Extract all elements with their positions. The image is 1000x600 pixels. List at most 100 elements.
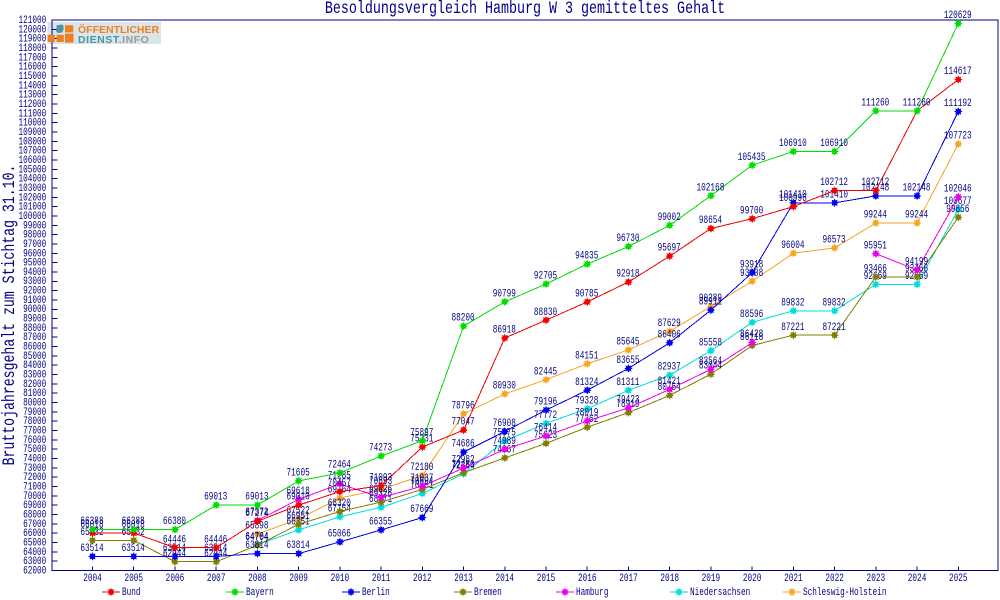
svg-text:72180: 72180	[410, 461, 433, 474]
svg-text:119000: 119000	[18, 33, 46, 46]
svg-text:Bremen: Bremen	[474, 586, 502, 599]
svg-text:94199: 94199	[905, 256, 928, 269]
svg-text:100996: 100996	[779, 192, 807, 205]
svg-text:2009: 2009	[289, 572, 308, 585]
svg-text:112000: 112000	[18, 98, 46, 111]
svg-text:87221: 87221	[781, 321, 805, 334]
svg-text:Hamburg: Hamburg	[576, 586, 608, 599]
svg-text:DIENST.INFO: DIENST.INFO	[78, 34, 149, 46]
svg-text:2005: 2005	[124, 572, 143, 585]
svg-text:66951: 66951	[287, 510, 311, 523]
svg-text:82000: 82000	[23, 378, 46, 391]
svg-text:Niedersachsen: Niedersachsen	[690, 586, 750, 599]
svg-text:2015: 2015	[537, 572, 556, 585]
svg-text:63814: 63814	[287, 539, 311, 552]
svg-text:64704: 64704	[245, 531, 269, 544]
svg-text:90000: 90000	[23, 303, 46, 316]
svg-text:82937: 82937	[658, 361, 681, 374]
svg-text:69013: 69013	[204, 491, 227, 504]
svg-text:99244: 99244	[905, 208, 929, 221]
svg-text:107723: 107723	[944, 129, 972, 142]
svg-text:86118: 86118	[740, 331, 763, 344]
svg-text:80930: 80930	[493, 379, 516, 392]
svg-text:88000: 88000	[23, 322, 46, 335]
svg-text:81000: 81000	[23, 387, 46, 400]
svg-text:104000: 104000	[18, 172, 46, 185]
svg-text:99856: 99856	[946, 203, 969, 216]
svg-text:81421: 81421	[658, 375, 682, 388]
svg-text:Bund: Bund	[122, 586, 141, 599]
svg-text:86000: 86000	[23, 340, 46, 353]
svg-text:84000: 84000	[23, 359, 46, 372]
svg-text:77000: 77000	[23, 424, 46, 437]
svg-text:89832: 89832	[781, 296, 804, 309]
svg-text:96573: 96573	[823, 233, 846, 246]
svg-text:120000: 120000	[18, 23, 46, 36]
svg-text:83655: 83655	[616, 354, 639, 367]
svg-text:69010: 69010	[287, 491, 310, 504]
svg-text:106910: 106910	[779, 137, 807, 150]
svg-text:102168: 102168	[697, 181, 725, 194]
svg-text:80000: 80000	[23, 396, 46, 409]
svg-text:86918: 86918	[493, 323, 516, 336]
svg-text:88200: 88200	[451, 312, 474, 325]
svg-text:Bruttojahresgehalt zum Stichta: Bruttojahresgehalt zum Stichtag 31.10.	[0, 165, 20, 466]
svg-text:62000: 62000	[23, 564, 46, 577]
svg-text:69000: 69000	[23, 499, 46, 512]
svg-text:93466: 93466	[864, 262, 887, 275]
svg-text:99002: 99002	[658, 211, 681, 224]
svg-text:2020: 2020	[743, 572, 762, 585]
svg-text:118000: 118000	[18, 42, 46, 55]
svg-text:93918: 93918	[740, 258, 763, 271]
svg-text:120629: 120629	[944, 9, 972, 22]
svg-text:2024: 2024	[908, 572, 927, 585]
svg-text:114000: 114000	[18, 79, 46, 92]
svg-text:105435: 105435	[738, 151, 766, 164]
svg-text:89832: 89832	[823, 296, 846, 309]
svg-text:79196: 79196	[534, 396, 557, 409]
svg-text:72000: 72000	[23, 471, 46, 484]
svg-text:116000: 116000	[18, 61, 46, 74]
svg-text:63514: 63514	[122, 542, 146, 555]
svg-text:95000: 95000	[23, 256, 46, 269]
svg-text:110000: 110000	[18, 117, 46, 130]
svg-text:94000: 94000	[23, 266, 46, 279]
svg-text:69618: 69618	[287, 485, 310, 498]
svg-text:89000: 89000	[23, 312, 46, 325]
svg-text:87629: 87629	[658, 317, 681, 330]
svg-text:2023: 2023	[867, 572, 886, 585]
svg-text:69326: 69326	[369, 488, 392, 501]
svg-text:67669: 67669	[410, 503, 433, 516]
svg-text:67000: 67000	[23, 518, 46, 531]
svg-text:92705: 92705	[534, 269, 557, 282]
svg-text:111260: 111260	[861, 96, 889, 109]
svg-text:78919: 78919	[616, 398, 639, 411]
svg-text:96004: 96004	[781, 239, 805, 252]
svg-text:108000: 108000	[18, 135, 46, 148]
svg-text:64446: 64446	[163, 533, 186, 546]
svg-text:96730: 96730	[616, 232, 639, 245]
svg-text:64764: 64764	[245, 530, 269, 543]
svg-text:76000: 76000	[23, 434, 46, 447]
svg-text:83564: 83564	[699, 355, 723, 368]
svg-text:Besoldungsvergleich Hamburg W: Besoldungsvergleich Hamburg W 3 gemittel…	[325, 0, 725, 19]
svg-text:103000: 103000	[18, 182, 46, 195]
svg-text:92000: 92000	[23, 284, 46, 297]
svg-text:2013: 2013	[454, 572, 473, 585]
svg-text:66380: 66380	[163, 515, 186, 528]
svg-text:67274: 67274	[245, 507, 269, 520]
svg-text:117000: 117000	[18, 51, 46, 64]
svg-text:87000: 87000	[23, 331, 46, 344]
svg-text:102712: 102712	[861, 176, 889, 189]
svg-text:121000: 121000	[18, 14, 46, 27]
svg-text:66018: 66018	[122, 518, 145, 531]
svg-text:74000: 74000	[23, 452, 46, 465]
svg-text:78000: 78000	[23, 415, 46, 428]
svg-text:65066: 65066	[328, 527, 351, 540]
svg-text:92918: 92918	[616, 267, 639, 280]
svg-text:78796: 78796	[451, 399, 474, 412]
svg-text:63814: 63814	[245, 539, 269, 552]
svg-text:74273: 74273	[369, 441, 392, 454]
svg-text:113000: 113000	[18, 89, 46, 102]
svg-text:78019: 78019	[575, 406, 598, 419]
